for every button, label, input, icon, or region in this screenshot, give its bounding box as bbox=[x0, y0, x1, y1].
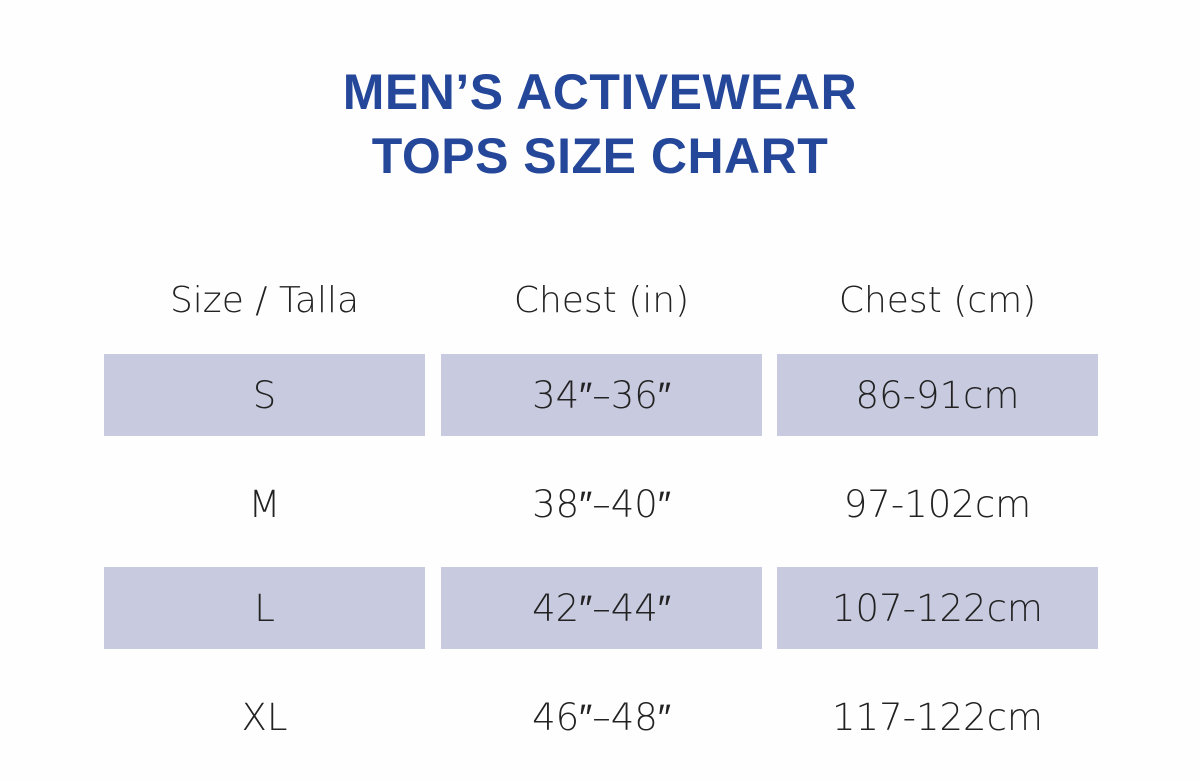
header-chest-cm: Chest (cm) bbox=[838, 279, 1037, 321]
table-cell-chest-in: 46″–48″ bbox=[532, 695, 671, 739]
table-cell-chest-in: 42″–44″ bbox=[441, 567, 762, 649]
table-cell-chest-cm: 117-122cm bbox=[832, 695, 1043, 739]
header-size: Size / Talla bbox=[169, 279, 360, 321]
page-title-line1: MEN’S ACTIVEWEAR bbox=[342, 64, 858, 120]
table-cell-chest-cm: 86-91cm bbox=[777, 354, 1098, 436]
header-chest-in: Chest (in) bbox=[513, 279, 690, 321]
table-cell-chest-cm: 107-122cm bbox=[777, 567, 1098, 649]
table-cell-chest-in: 38″–40″ bbox=[532, 482, 671, 526]
table-cell-size: L bbox=[104, 567, 425, 649]
table-cell-size: M bbox=[248, 482, 281, 526]
table-cell-chest-cm: 97-102cm bbox=[843, 482, 1032, 526]
table-cell-size: S bbox=[104, 354, 425, 436]
table-cell-chest-in: 34″–36″ bbox=[441, 354, 762, 436]
page-title-line2: TOPS SIZE CHART bbox=[371, 128, 829, 184]
table-cell-size: XL bbox=[241, 695, 288, 739]
